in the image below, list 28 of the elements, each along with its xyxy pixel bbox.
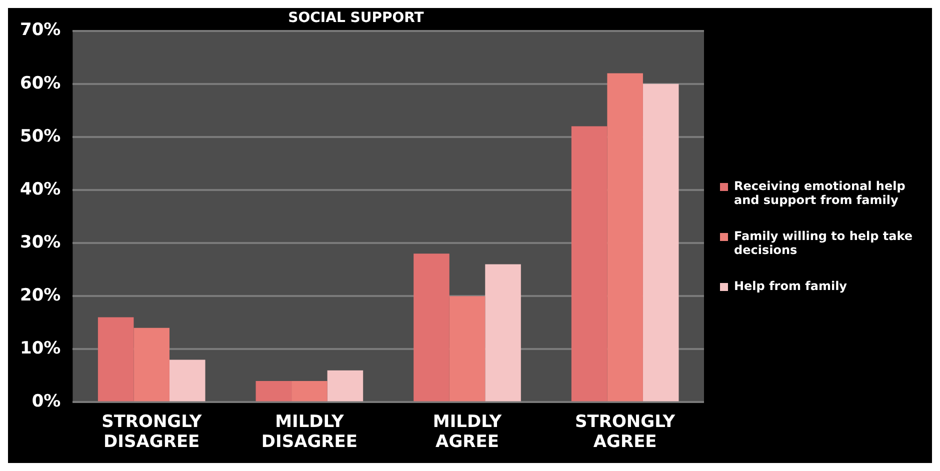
y-tick-label: 40% bbox=[20, 179, 61, 200]
y-tick-label: 0% bbox=[32, 392, 61, 412]
y-tick-label: 30% bbox=[20, 232, 61, 252]
bar bbox=[169, 360, 206, 402]
bar bbox=[449, 296, 486, 402]
y-tick-label: 70% bbox=[20, 20, 61, 40]
y-tick-label: 20% bbox=[20, 286, 61, 306]
legend-label: Family willing to help take decisions bbox=[734, 228, 914, 256]
legend-label: Receiving emotional help and support from family bbox=[734, 178, 906, 206]
bar bbox=[98, 317, 134, 402]
bar bbox=[414, 254, 450, 402]
bar bbox=[607, 73, 643, 402]
bar bbox=[134, 328, 170, 402]
bar bbox=[485, 264, 521, 402]
bar bbox=[256, 380, 292, 402]
y-tick-label: 60% bbox=[20, 73, 61, 94]
x-tick-label: MILDLY DISAGREE bbox=[261, 412, 358, 452]
x-tick-label: MILDLY AGREE bbox=[432, 412, 502, 452]
bar bbox=[571, 126, 608, 402]
bar bbox=[327, 370, 364, 402]
bar bbox=[292, 380, 328, 402]
x-tick-label: STRONGLY DISAGREE bbox=[102, 412, 202, 452]
legend-label: Help from family bbox=[734, 278, 847, 292]
y-tick-label: 10% bbox=[20, 338, 61, 359]
x-tick-label: STRONGLY AGREE bbox=[575, 412, 676, 452]
y-tick-label: 50% bbox=[20, 126, 61, 146]
bar bbox=[642, 84, 679, 402]
chart-title: SOCIAL SUPPORT bbox=[288, 10, 424, 26]
